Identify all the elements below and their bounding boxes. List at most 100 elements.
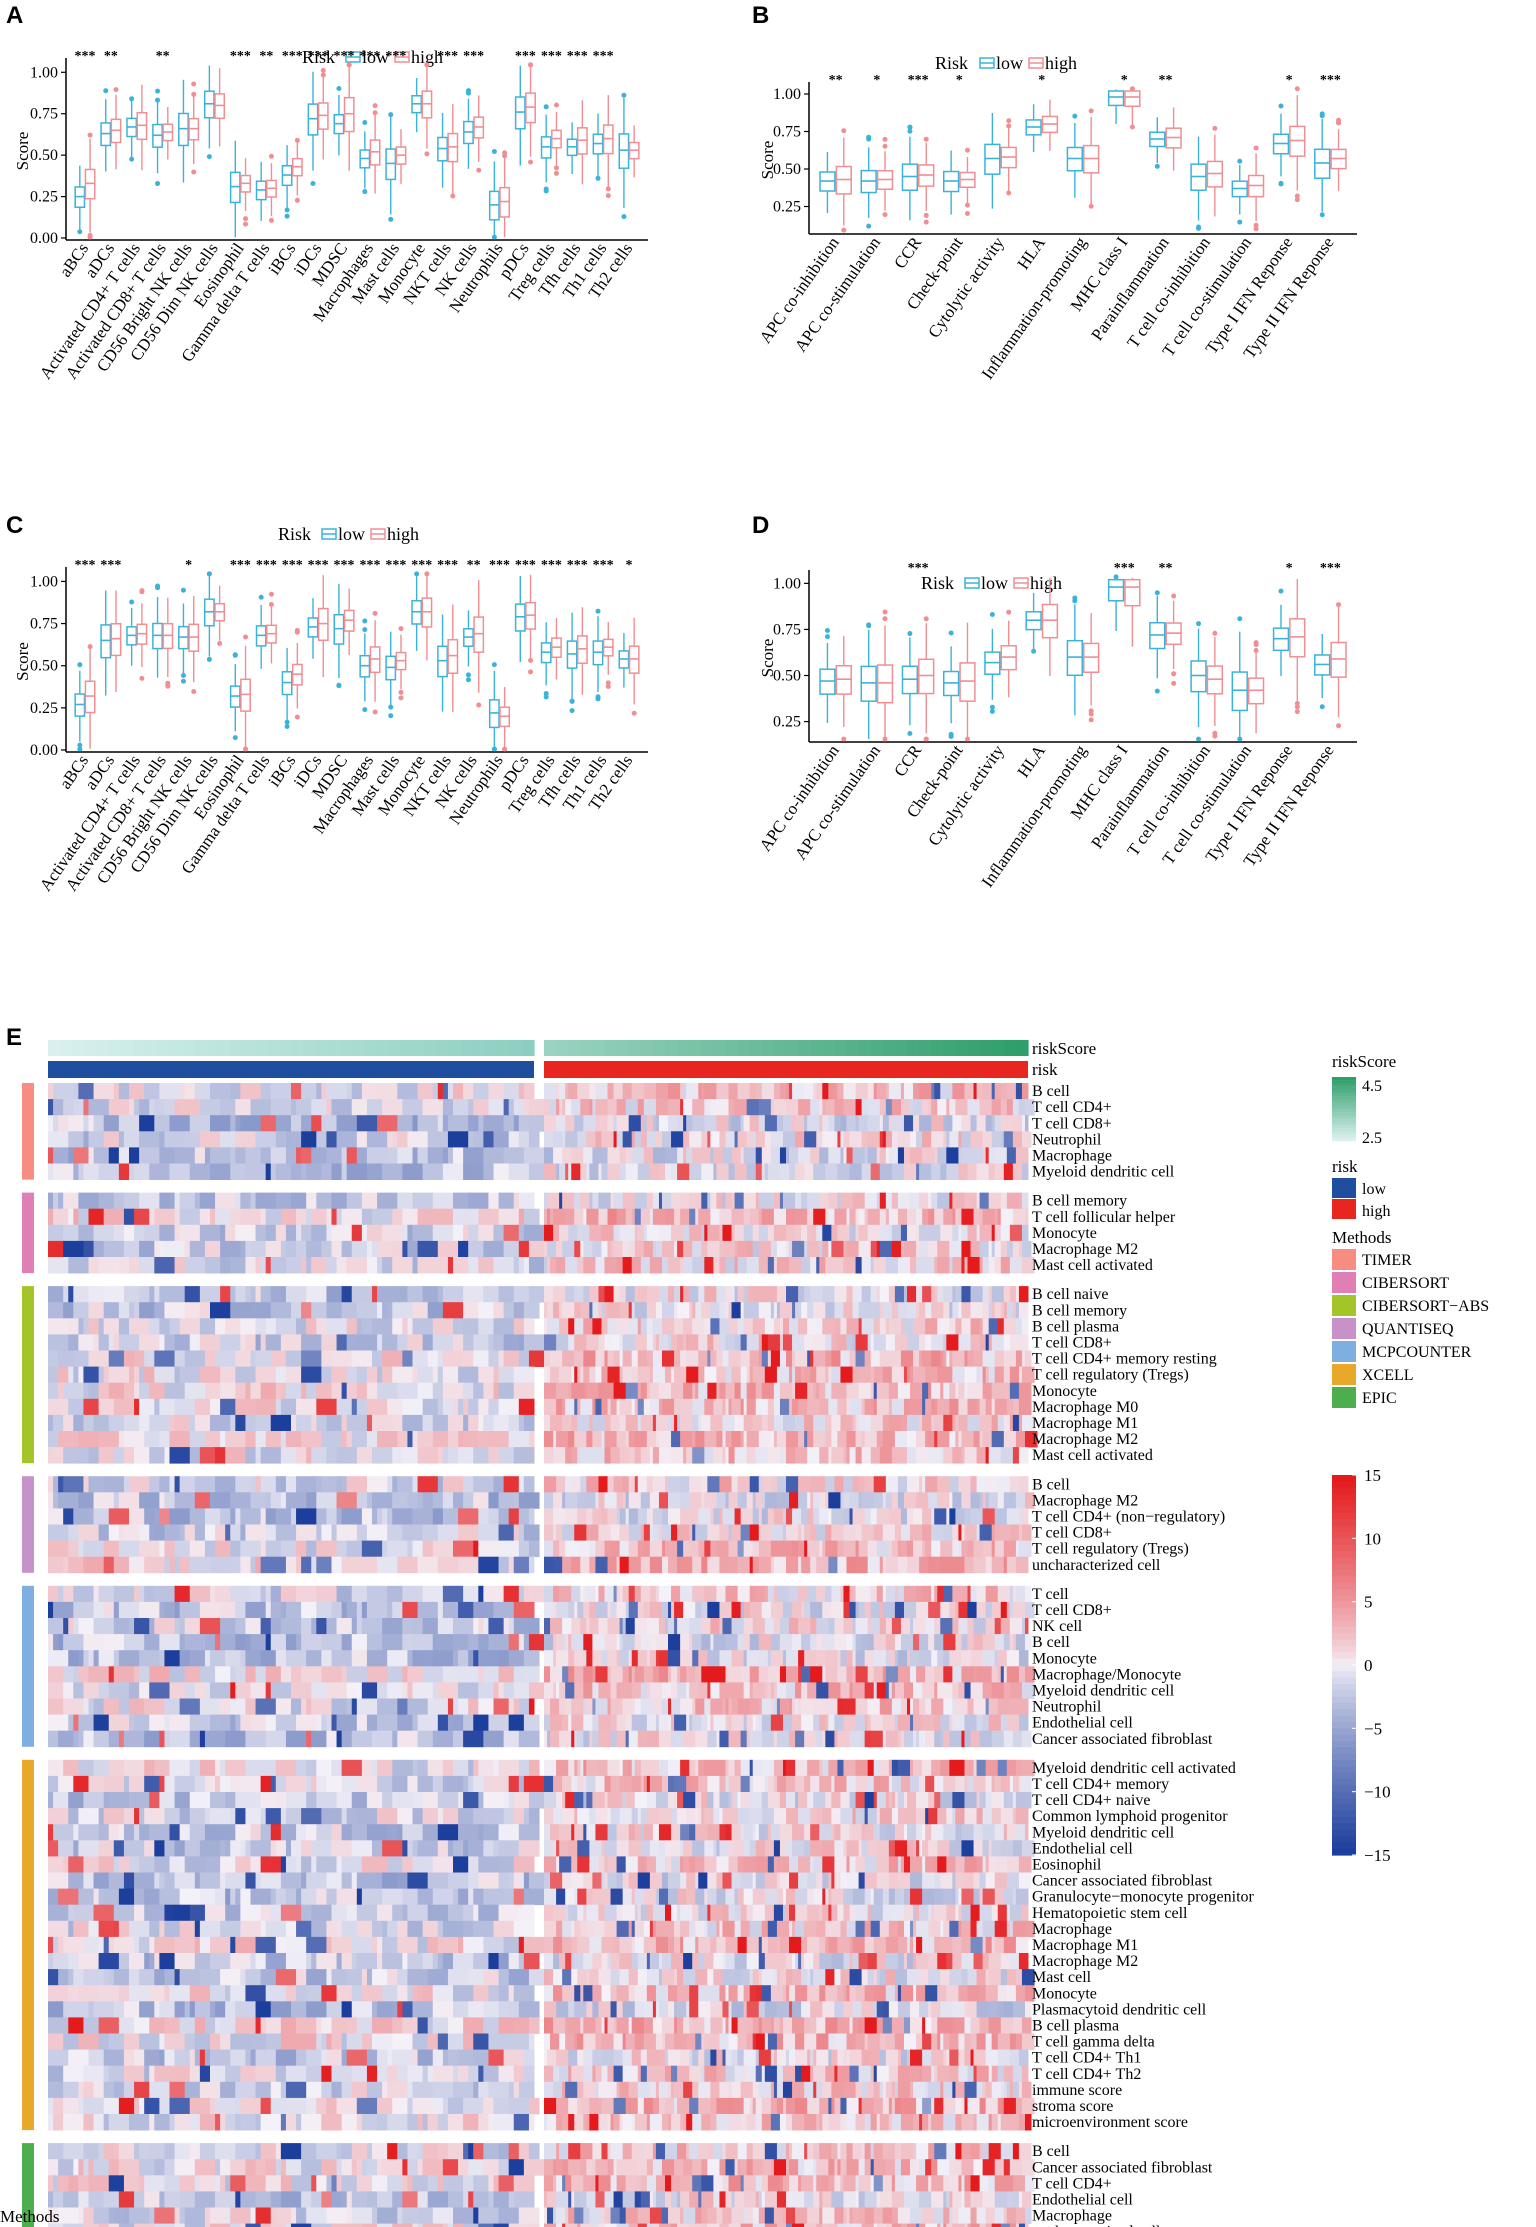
heatmap-cell [235,1682,251,1699]
heatmap-cell [628,1492,642,1509]
heatmap-cell [840,1131,844,1148]
heatmap-cell [867,1666,875,1683]
heatmap-cell [174,1540,191,1558]
heatmap-cell [689,1286,699,1303]
heatmap-cell [961,1759,965,1777]
riskscore-bar-high [701,1040,714,1056]
heatmap-cell [493,1698,510,1715]
heatmap-cell [897,1730,902,1748]
heatmap-cell [658,1115,669,1132]
heatmap-cell [592,1240,602,1258]
x-tick-label: CCR [890,741,925,780]
heatmap-cell [840,1366,854,1384]
heatmap-cell [888,1224,893,1242]
heatmap-cell [807,1447,820,1464]
heatmap-cell [628,1540,639,1558]
heatmap-cell [982,1147,987,1164]
heatmap-cell [949,1759,962,1777]
riskscore-bar-low [60,1040,73,1056]
heatmap-cell [356,1318,363,1335]
heatmap-cell [849,1730,863,1748]
heatmap-cell [326,1682,348,1699]
heatmap-cell [674,1618,678,1635]
heatmap-cell [250,1382,262,1400]
heatmap-cell [1018,1240,1023,1258]
outlier-point-high [964,210,970,216]
heatmap-cell [68,1257,89,1274]
heatmap-cell [758,1208,763,1226]
heatmap-cell [710,1508,714,1525]
heatmap-cell [83,1556,105,1574]
heatmap-cell [574,1240,581,1258]
heatmap-cell [571,1366,575,1384]
significance-label: *** [1114,561,1135,576]
heatmap-cell [73,1682,84,1699]
heatmap-cell [240,1508,262,1525]
heatmap-cell [518,1585,525,1603]
heatmap-cell [988,1240,993,1258]
heatmap-cell [661,1556,669,1574]
heatmap-cell [478,1585,484,1603]
heatmap-cell [891,1131,899,1148]
heatmap-cell [159,1240,165,1258]
heatmap-cell [776,1730,790,1748]
heatmap-cell [285,1240,297,1258]
heatmap-cell [743,1714,748,1732]
heatmap-cell [402,1601,419,1619]
heatmap-cell [285,1147,297,1164]
heatmap-cell [964,1350,968,1367]
heatmap-cell [194,1192,201,1210]
heatmap-cell [949,1650,962,1667]
heatmap-cell [123,1447,135,1464]
outlier-point-low [1278,588,1284,594]
heatmap-cell [919,1730,926,1748]
heatmap-cell [786,1083,790,1100]
heatmap-cell [671,1131,684,1148]
heatmap-cell [976,1115,987,1132]
heatmap-cell [68,1147,74,1164]
heatmap-cell [174,1398,196,1416]
heatmap-cell [595,1115,609,1132]
heatmap-cell [601,1147,609,1164]
heatmap-cell [786,1208,796,1226]
heatmap-cell [311,1447,327,1464]
heatmap-cell [1021,1083,1029,1100]
outlier-point-low [180,587,186,593]
heatmap-cell [734,1147,742,1164]
riskscore-bar-low [363,1040,377,1056]
heatmap-cell [250,1350,257,1367]
heatmap-cell [1006,1302,1014,1319]
heatmap-cell [63,1286,69,1303]
heatmap-cell [846,1334,854,1351]
heatmap-cell [873,1682,878,1699]
heatmap-cell [928,1556,935,1574]
heatmap-cell [831,1240,844,1258]
heatmap-cell [701,1618,711,1635]
heatmap-cell [707,1682,711,1699]
heatmap-cell [159,1634,181,1651]
heatmap-cell [637,1286,648,1303]
significance-label: * [185,558,192,573]
outlier-point-low [232,652,238,658]
outlier-point-low [595,608,601,614]
heatmap-cell [513,1286,530,1303]
heatmap-cell [296,1476,317,1493]
significance-label: ** [467,558,481,573]
heatmap-cell [93,1492,115,1509]
heatmap-cell [979,1730,993,1748]
heatmap-cell [752,1318,766,1335]
heatmap-cell [1006,1192,1020,1210]
heatmap-cell [982,1366,987,1384]
heatmap-cell [547,1302,554,1319]
heatmap-cell [701,1083,705,1100]
heatmap-cell [640,1318,648,1335]
heatmap-cell [934,1147,938,1164]
heatmap-cell [743,1208,751,1226]
heatmap-cell [746,1240,754,1258]
heatmap-cell [677,1540,684,1558]
heatmap-cell [913,1508,923,1525]
heatmap-cell [722,1431,726,1448]
significance-label: *** [908,73,929,88]
heatmap-cell [387,1666,403,1683]
heatmap-cell [245,1759,257,1777]
